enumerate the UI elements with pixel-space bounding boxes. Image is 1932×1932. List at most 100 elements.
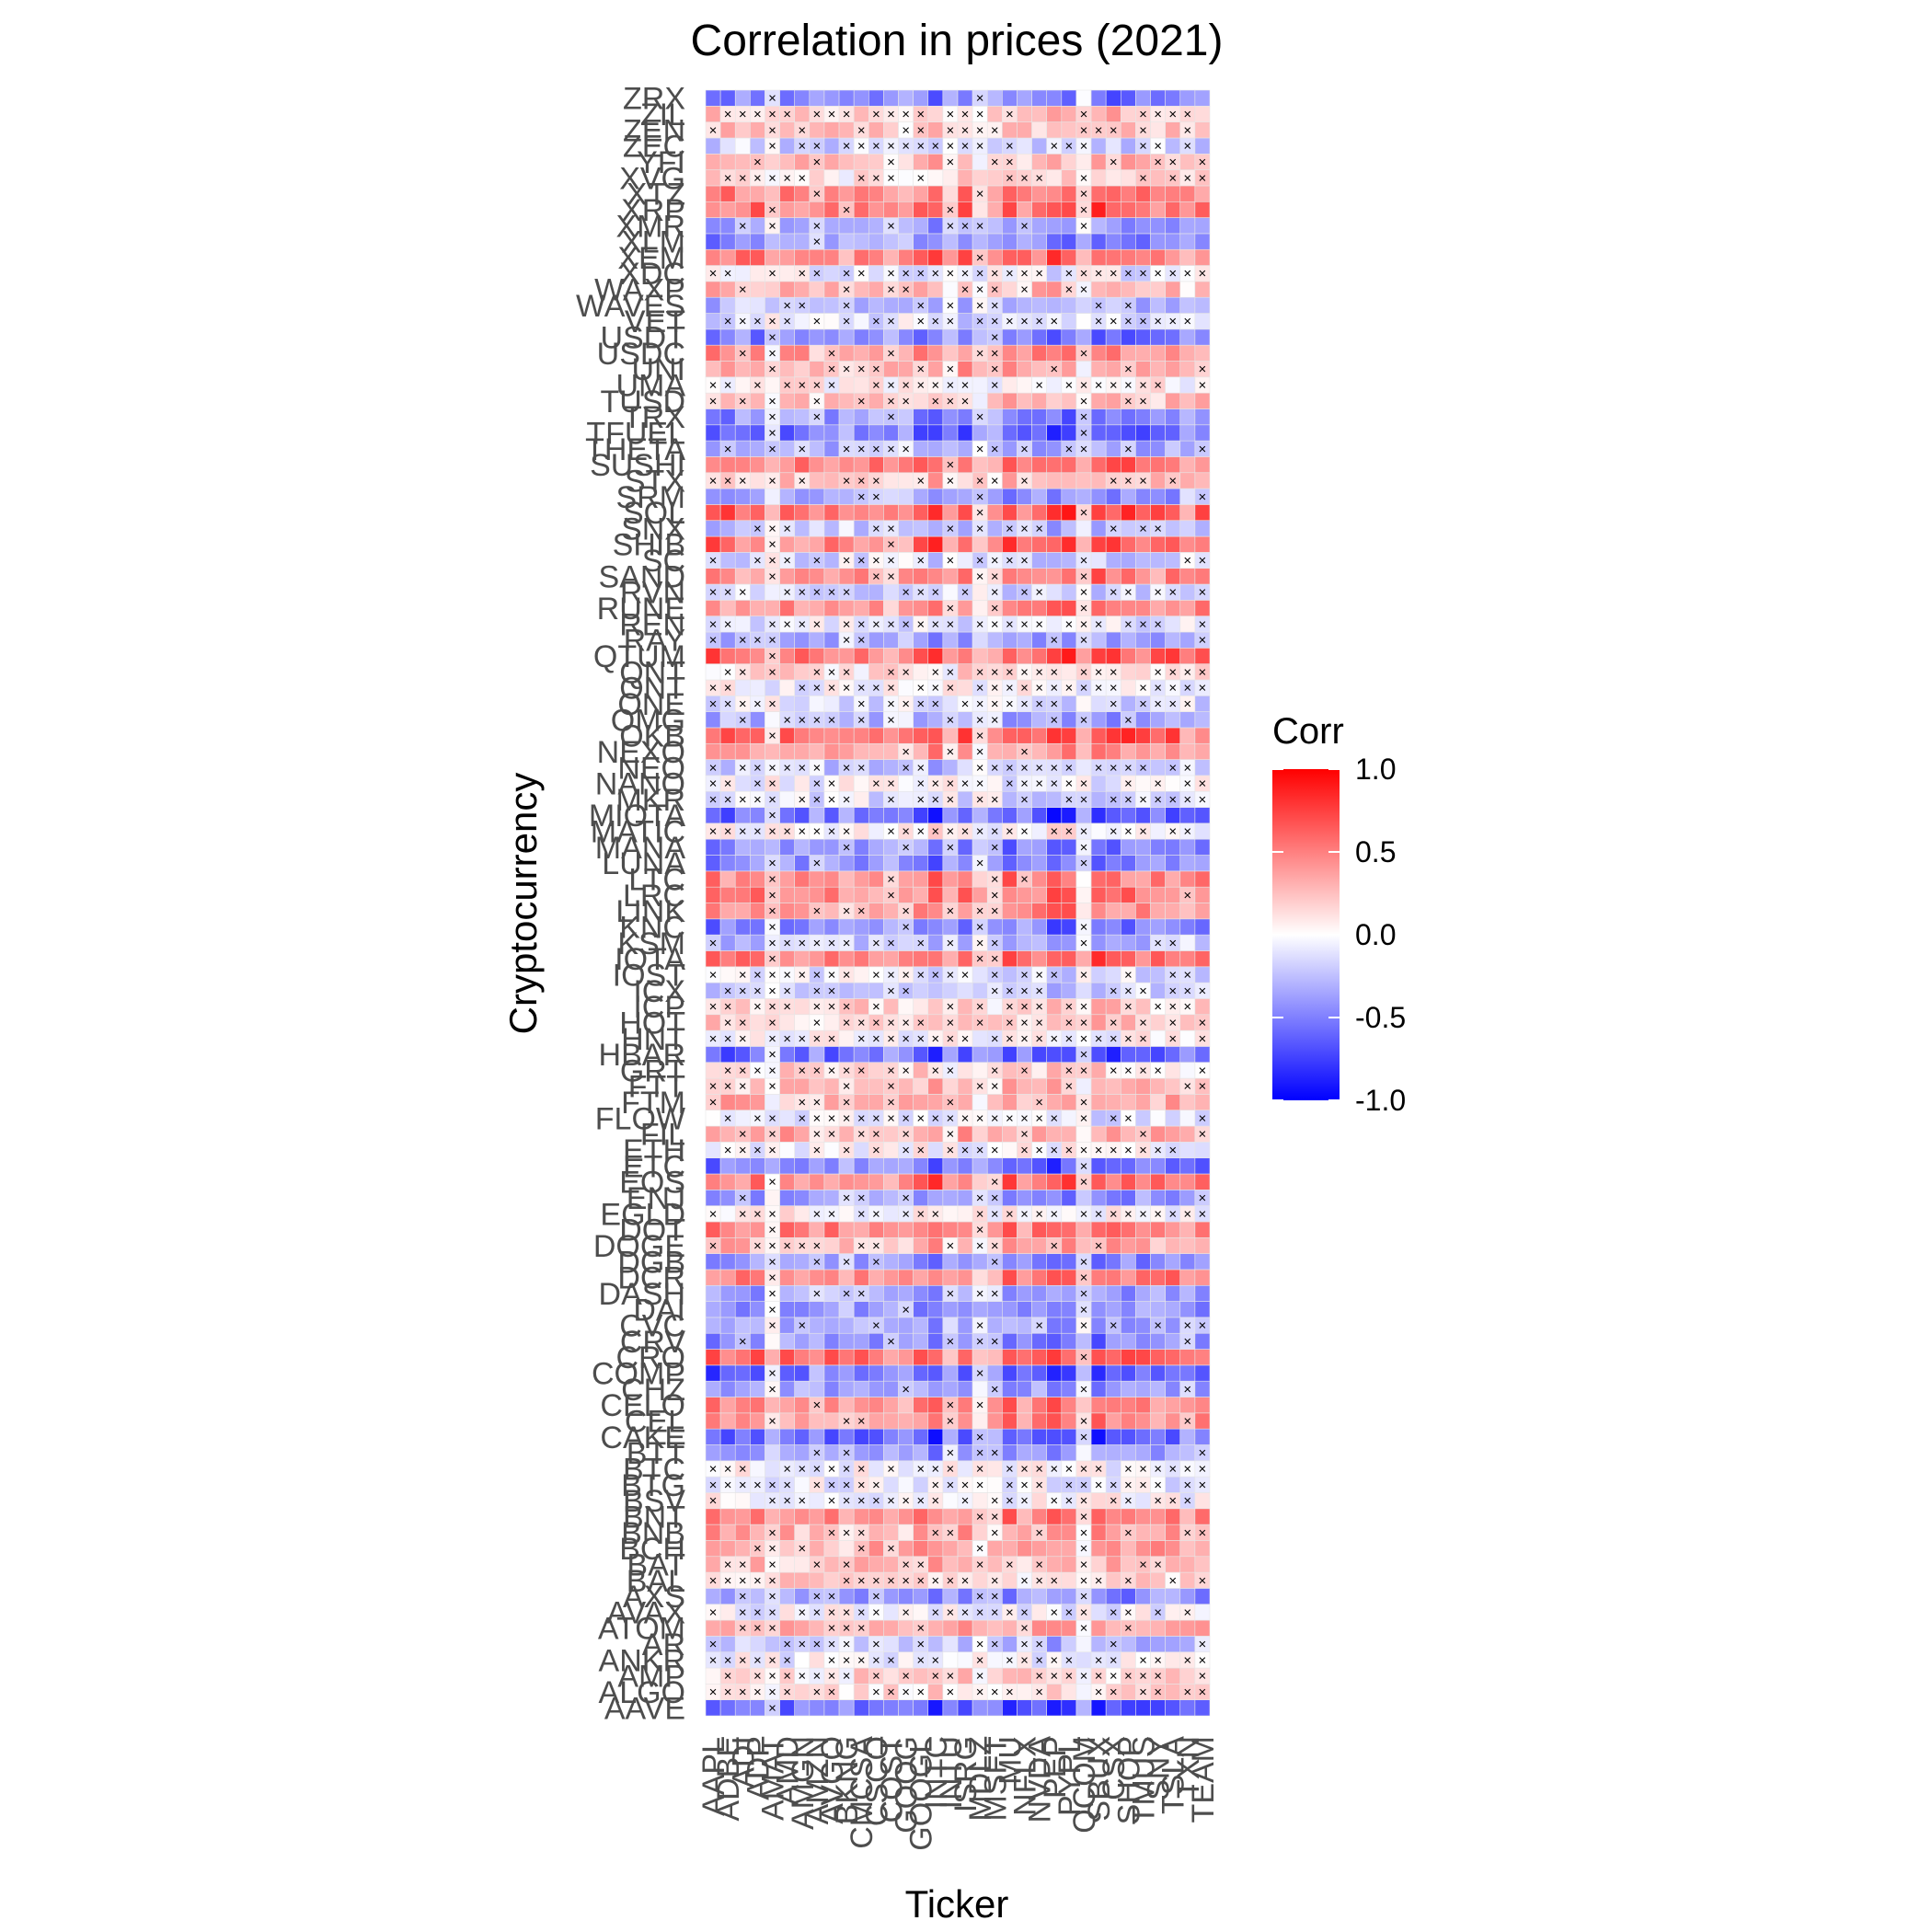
heatmap-cell bbox=[927, 535, 944, 553]
heatmap-cell bbox=[1120, 1651, 1136, 1669]
heatmap-cell bbox=[1165, 344, 1181, 362]
heatmap-cell bbox=[883, 1412, 899, 1430]
heatmap-cell bbox=[1194, 456, 1211, 474]
heatmap-cell bbox=[1165, 1125, 1181, 1143]
heatmap-cell bbox=[750, 934, 765, 951]
heatmap-cell bbox=[750, 1157, 765, 1175]
heatmap-cell bbox=[1105, 456, 1121, 474]
nonsignificant-mark: × bbox=[709, 633, 718, 649]
heatmap-cell bbox=[705, 344, 721, 362]
heatmap-cell bbox=[913, 950, 929, 968]
nonsignificant-mark: × bbox=[857, 1414, 866, 1430]
nonsignificant-mark: × bbox=[976, 1079, 984, 1095]
nonsignificant-mark: × bbox=[991, 616, 999, 632]
nonsignificant-mark: × bbox=[753, 1652, 762, 1668]
nonsignificant-mark: × bbox=[753, 792, 762, 808]
heatmap-cell bbox=[1120, 169, 1136, 187]
heatmap-cell bbox=[838, 1364, 855, 1382]
nonsignificant-mark: × bbox=[1035, 1573, 1043, 1589]
nonsignificant-mark: × bbox=[739, 633, 747, 649]
heatmap-cell bbox=[1165, 328, 1181, 346]
heatmap-cell bbox=[779, 886, 796, 903]
nonsignificant-mark: × bbox=[1006, 1206, 1014, 1222]
heatmap-cell bbox=[1002, 1157, 1018, 1175]
heatmap-cell bbox=[1179, 1667, 1196, 1685]
heatmap-cell bbox=[1031, 281, 1048, 298]
heatmap-cell bbox=[794, 504, 811, 522]
heatmap-cell bbox=[1002, 600, 1018, 616]
nonsignificant-mark: × bbox=[753, 824, 762, 840]
nonsignificant-mark: × bbox=[947, 139, 955, 155]
nonsignificant-mark: × bbox=[991, 569, 999, 584]
heatmap-cell bbox=[957, 1651, 973, 1669]
nonsignificant-mark: × bbox=[1110, 521, 1118, 536]
heatmap-cell bbox=[1135, 1571, 1151, 1589]
nonsignificant-mark: × bbox=[1124, 1573, 1133, 1589]
heatmap-cell bbox=[823, 1269, 840, 1286]
heatmap-cell bbox=[942, 440, 959, 457]
nonsignificant-mark: × bbox=[812, 107, 821, 122]
nonsignificant-mark: × bbox=[783, 1478, 791, 1493]
heatmap-cell bbox=[794, 1476, 811, 1493]
heatmap-cell bbox=[898, 1284, 914, 1302]
nonsignificant-mark: × bbox=[961, 967, 970, 983]
nonsignificant-mark: × bbox=[798, 616, 806, 632]
nonsignificant-mark: × bbox=[709, 377, 718, 393]
nonsignificant-mark: × bbox=[976, 919, 984, 935]
heatmap-cell bbox=[1061, 1571, 1077, 1589]
heatmap-cell bbox=[883, 600, 899, 616]
heatmap-cell bbox=[794, 648, 811, 664]
nonsignificant-mark: × bbox=[976, 1604, 984, 1620]
nonsignificant-mark: × bbox=[1154, 1478, 1162, 1493]
heatmap-cell bbox=[838, 520, 855, 537]
nonsignificant-mark: × bbox=[991, 1206, 999, 1222]
heatmap-cell bbox=[1017, 1508, 1032, 1525]
nonsignificant-mark: × bbox=[976, 760, 984, 776]
nonsignificant-mark: × bbox=[1064, 282, 1073, 298]
heatmap-cell bbox=[1031, 568, 1048, 585]
heatmap-cell bbox=[1105, 89, 1121, 107]
heatmap-cell bbox=[1061, 886, 1077, 903]
nonsignificant-mark: × bbox=[887, 521, 895, 536]
heatmap-cell bbox=[1075, 1077, 1092, 1095]
heatmap-cell bbox=[927, 89, 944, 107]
nonsignificant-mark: × bbox=[768, 1318, 776, 1334]
nonsignificant-mark: × bbox=[976, 681, 984, 696]
heatmap-cell bbox=[1165, 1301, 1181, 1318]
heatmap-cell bbox=[913, 1221, 929, 1238]
heatmap-cell bbox=[1046, 488, 1063, 505]
heatmap-cell bbox=[898, 1699, 914, 1717]
heatmap-cell bbox=[1046, 1556, 1063, 1573]
heatmap-cell bbox=[809, 1540, 825, 1558]
heatmap-cell bbox=[794, 918, 811, 936]
heatmap-cell bbox=[1179, 376, 1196, 394]
heatmap-cell bbox=[1150, 1221, 1166, 1238]
heatmap-cell bbox=[1031, 1604, 1048, 1621]
heatmap-cell bbox=[750, 296, 765, 314]
heatmap-cell bbox=[823, 89, 840, 107]
heatmap-cell bbox=[942, 886, 959, 903]
heatmap-cell bbox=[957, 648, 973, 664]
heatmap-cell bbox=[883, 742, 899, 760]
nonsignificant-mark: × bbox=[709, 122, 718, 138]
heatmap-cell bbox=[1046, 296, 1063, 314]
heatmap-cell bbox=[794, 520, 811, 537]
nonsignificant-mark: × bbox=[753, 633, 762, 649]
heatmap-cell bbox=[734, 615, 751, 633]
heatmap-cell bbox=[1150, 281, 1166, 298]
heatmap-cell bbox=[719, 1317, 736, 1334]
heatmap-cell bbox=[719, 361, 736, 378]
heatmap-cell bbox=[957, 1699, 973, 1717]
nonsignificant-mark: × bbox=[887, 983, 895, 999]
heatmap-cell bbox=[913, 663, 929, 681]
nonsignificant-mark: × bbox=[1095, 1031, 1103, 1047]
heatmap-cell bbox=[1120, 1221, 1136, 1238]
heatmap-cell bbox=[1090, 1284, 1107, 1302]
nonsignificant-mark: × bbox=[1064, 776, 1073, 792]
nonsignificant-mark: × bbox=[709, 936, 718, 951]
heatmap-cell bbox=[1061, 1540, 1077, 1558]
heatmap-cell bbox=[734, 1253, 751, 1271]
nonsignificant-mark: × bbox=[976, 1015, 984, 1030]
heatmap-cell bbox=[1002, 1619, 1018, 1637]
heatmap-cell bbox=[913, 408, 929, 426]
